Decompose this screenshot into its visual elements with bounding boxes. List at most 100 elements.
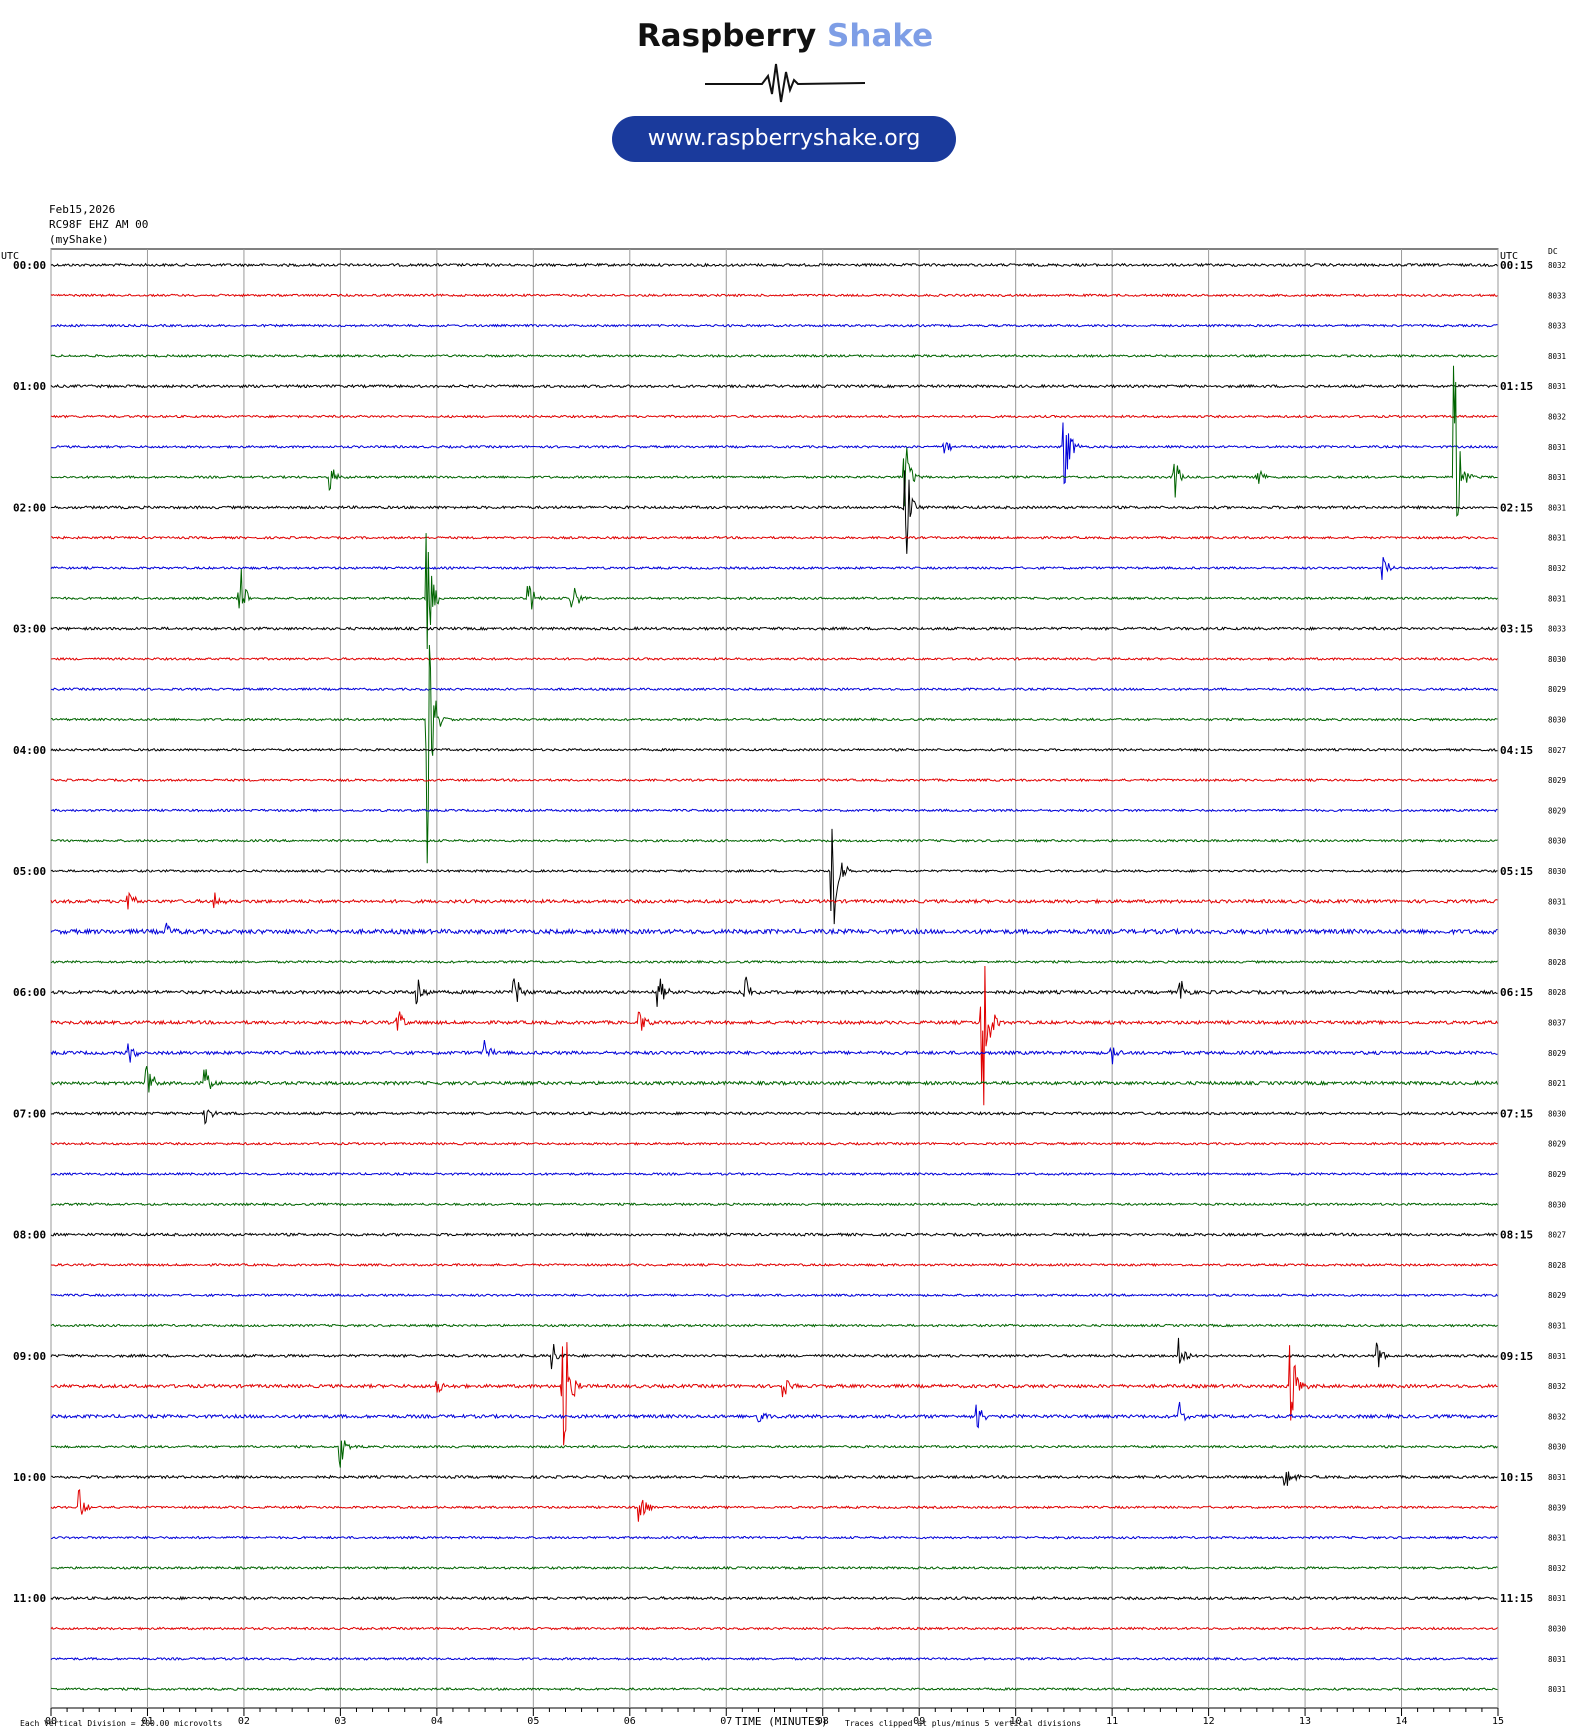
hour-label-left: 06:00	[13, 986, 46, 999]
hour-label-left: 02:00	[13, 501, 46, 514]
hour-label-right: 06:15	[1500, 986, 1533, 999]
hour-label-left: 07:00	[13, 1107, 46, 1120]
x-tick-label: 06	[624, 1716, 636, 1727]
dc-offset-label: 8030	[1548, 1625, 1567, 1634]
trace-row	[50, 777, 1498, 783]
dc-offset-label: 8027	[1548, 746, 1566, 755]
dc-offset-label: 8029	[1548, 1170, 1566, 1179]
dc-offset-label: 8039	[1548, 1503, 1566, 1512]
trace-row	[50, 470, 1498, 554]
trace-row	[50, 323, 1498, 328]
x-tick-label: 03	[334, 1716, 346, 1727]
website-url-badge[interactable]: www.raspberryshake.org	[612, 116, 956, 162]
dc-offset-label: 8029	[1548, 806, 1566, 815]
dc-offset-label: 8032	[1548, 564, 1566, 573]
trace-row	[50, 959, 1498, 965]
trace-row	[50, 1626, 1498, 1631]
dc-header: DC	[1548, 247, 1558, 256]
dc-offset-label: 8031	[1548, 1473, 1566, 1482]
dc-offset-label: 8029	[1548, 1140, 1566, 1149]
x-tick-label: 02	[238, 1716, 250, 1727]
trace-row	[50, 1595, 1498, 1601]
trace-row	[50, 976, 1498, 1007]
hour-label-right: 11:15	[1500, 1592, 1533, 1605]
dc-offset-label: 8030	[1548, 716, 1567, 725]
trace-row	[50, 747, 1498, 752]
dc-offset-label: 8030	[1548, 655, 1567, 664]
logo-word-raspberry: Raspberry	[636, 18, 817, 54]
dc-offset-label: 8031	[1548, 1594, 1566, 1603]
trace-row	[50, 891, 1498, 910]
dc-offset-label: 8029	[1548, 1291, 1566, 1300]
hour-label-left: 09:00	[13, 1350, 46, 1363]
trace-row	[50, 293, 1498, 298]
x-tick-label: 10	[1010, 1716, 1022, 1727]
trace-row	[50, 1040, 1498, 1065]
trace-row	[50, 1342, 1498, 1446]
hour-label-right: 02:15	[1500, 501, 1533, 514]
trace-row	[50, 1401, 1498, 1429]
dc-offset-label: 8037	[1548, 1019, 1566, 1028]
trace-row	[50, 353, 1498, 359]
trace-row	[50, 556, 1498, 580]
dc-offset-label: 8033	[1548, 322, 1566, 331]
trace-row	[50, 1171, 1498, 1177]
trace-row	[51, 1471, 1498, 1486]
chart-grid	[50, 248, 1499, 1716]
dc-offset-label: 8027	[1548, 1231, 1566, 1240]
logo-title: Raspberry Shake	[0, 18, 1570, 54]
trace-row	[50, 1565, 1498, 1571]
trace-row	[50, 422, 1498, 485]
trace-row	[50, 922, 1498, 936]
trace-row	[50, 1066, 1498, 1093]
dc-offset-label: 8032	[1548, 261, 1566, 270]
x-tick-label: 08	[817, 1716, 829, 1727]
x-tick-label: 01	[141, 1716, 153, 1727]
left-axis-unit: UTC	[1, 251, 19, 262]
trace-row	[50, 262, 1498, 268]
hour-label-right: 09:15	[1500, 1350, 1533, 1363]
dc-offset-label: 8033	[1548, 625, 1566, 634]
x-tick-label: 15	[1492, 1716, 1504, 1727]
header-date: Feb15,2026	[49, 203, 116, 216]
hour-label-right: 10:15	[1500, 1471, 1533, 1484]
x-tick-label: 12	[1203, 1716, 1215, 1727]
right-axis-unit: UTC	[1500, 251, 1518, 262]
x-tick-label: 14	[1396, 1716, 1408, 1727]
header-station: RC98F EHZ AM 00	[49, 218, 149, 231]
x-axis-title: TIME (MINUTES)	[735, 1715, 828, 1728]
dc-offset-label: 8030	[1548, 837, 1567, 846]
x-tick-label: 11	[1106, 1716, 1118, 1727]
dc-offset-label: 8031	[1548, 443, 1566, 452]
trace-row	[50, 533, 1498, 650]
x-tick-label: 05	[527, 1716, 539, 1727]
hour-label-right: 03:15	[1500, 623, 1533, 636]
dc-offset-label: 8029	[1548, 685, 1566, 694]
dc-offset-label: 8031	[1548, 1534, 1566, 1543]
dc-offset-label: 8032	[1548, 1564, 1566, 1573]
x-tick-label: 04	[431, 1716, 443, 1727]
hour-label-left: 01:00	[13, 380, 46, 393]
trace-row	[50, 1232, 1498, 1238]
dc-offset-label: 8029	[1548, 776, 1566, 785]
hour-label-left: 00:00	[13, 259, 46, 272]
trace-row	[50, 656, 1498, 662]
trace-row	[50, 808, 1498, 813]
hour-label-right: 01:15	[1500, 380, 1533, 393]
dc-offset-label: 8030	[1548, 928, 1567, 937]
dc-offset-label: 8031	[1548, 1655, 1566, 1664]
trace-row	[50, 828, 1498, 925]
dc-offset-label: 8030	[1548, 1200, 1567, 1209]
dc-offset-label: 8029	[1548, 1049, 1566, 1058]
dc-offset-label: 8032	[1548, 1412, 1566, 1421]
dc-offset-label: 8031	[1548, 1352, 1566, 1361]
trace-row	[50, 1109, 1498, 1125]
dc-offset-label: 8028	[1548, 958, 1567, 967]
clip-note: Traces clipped at plus/minus 5 vertical …	[845, 1719, 1081, 1728]
hour-label-right: 04:15	[1500, 744, 1533, 757]
trace-row	[50, 1141, 1498, 1146]
trace-row	[50, 1656, 1498, 1662]
trace-row	[50, 687, 1498, 692]
dc-offset-label: 8031	[1548, 503, 1566, 512]
dc-offset-label: 8031	[1548, 1685, 1566, 1694]
